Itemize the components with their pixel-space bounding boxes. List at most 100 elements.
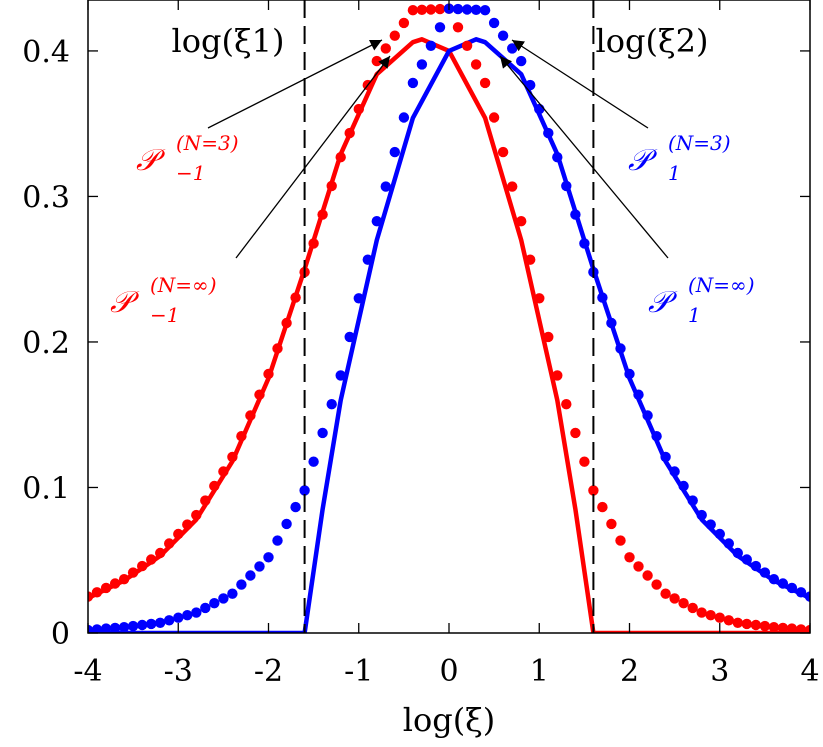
series-point bbox=[507, 43, 518, 54]
series-point bbox=[416, 4, 428, 15]
series-point bbox=[317, 427, 328, 439]
series-point bbox=[651, 431, 662, 442]
plot-frame bbox=[87, 0, 811, 634]
series-point bbox=[669, 466, 680, 477]
annotation-p-minus1-n3: 𝒫 (N=3) −1 bbox=[136, 131, 239, 185]
series-point bbox=[335, 370, 346, 381]
annotation-base: 𝒫 bbox=[110, 285, 140, 320]
series-point bbox=[588, 485, 599, 496]
arrow-p1-n3 bbox=[511, 39, 649, 129]
series-point bbox=[200, 602, 211, 614]
series-point bbox=[642, 410, 653, 421]
x-tick-label: 1 bbox=[530, 654, 549, 689]
series-point bbox=[669, 593, 680, 604]
arrow-p1-ninf bbox=[499, 55, 669, 259]
series-3 bbox=[88, 3, 810, 633]
series-point bbox=[272, 343, 283, 354]
series-point bbox=[326, 399, 337, 410]
series-point bbox=[705, 519, 716, 530]
vline-label-xi2: log(ξ2) bbox=[596, 22, 709, 60]
series-point bbox=[660, 588, 671, 599]
series-point bbox=[200, 495, 211, 506]
y-tick-label: 0.4 bbox=[22, 35, 70, 70]
series-point bbox=[100, 582, 112, 594]
series-point bbox=[380, 43, 391, 54]
annotation-sub: 1 bbox=[668, 161, 681, 185]
series-point bbox=[452, 22, 464, 33]
series-point bbox=[416, 59, 428, 70]
annotation-base: 𝒫 bbox=[136, 143, 166, 178]
series-point bbox=[353, 293, 364, 304]
series-point bbox=[137, 619, 148, 631]
series-point bbox=[795, 624, 807, 633]
series-point bbox=[109, 622, 121, 633]
series-point bbox=[299, 485, 310, 496]
series-point bbox=[696, 607, 707, 618]
series-point bbox=[714, 612, 725, 623]
series-point bbox=[561, 399, 572, 410]
series-point bbox=[236, 431, 247, 442]
series-point bbox=[127, 567, 139, 578]
series-point bbox=[461, 40, 473, 51]
series-point bbox=[118, 622, 130, 633]
series-point bbox=[236, 579, 247, 590]
arrow-p-minus1-n3 bbox=[207, 39, 383, 129]
series-point bbox=[750, 619, 762, 631]
series-point bbox=[633, 561, 644, 572]
series-2 bbox=[88, 3, 810, 633]
annotation-arrows bbox=[207, 39, 669, 259]
series-point bbox=[777, 578, 789, 589]
series-point bbox=[398, 17, 410, 29]
series-point bbox=[660, 451, 671, 463]
series-point bbox=[308, 456, 319, 467]
series-point bbox=[615, 535, 626, 546]
series-point bbox=[335, 152, 346, 163]
series-point bbox=[146, 554, 157, 565]
series-0 bbox=[88, 37, 810, 633]
series-point bbox=[326, 180, 337, 192]
series-point bbox=[497, 30, 509, 41]
series-point bbox=[579, 456, 590, 467]
series-point bbox=[155, 617, 166, 628]
series-point bbox=[434, 22, 446, 33]
series-point bbox=[353, 103, 364, 115]
series-1 bbox=[88, 37, 810, 633]
x-tick-label: 2 bbox=[620, 654, 639, 689]
series-point bbox=[182, 519, 193, 530]
series-point bbox=[642, 570, 653, 581]
series-point bbox=[317, 209, 328, 220]
series-point bbox=[516, 55, 527, 67]
series-point bbox=[371, 55, 382, 67]
series-point bbox=[254, 561, 265, 572]
series-point bbox=[687, 495, 698, 506]
series-point bbox=[795, 587, 807, 598]
series-point bbox=[678, 598, 689, 609]
series-point bbox=[344, 127, 355, 139]
series-point bbox=[88, 624, 94, 633]
series-point bbox=[371, 216, 382, 227]
series-point bbox=[164, 538, 175, 549]
series-point bbox=[705, 610, 716, 621]
vertical-lines bbox=[303, 0, 595, 633]
series-point bbox=[651, 579, 662, 590]
series-point bbox=[606, 317, 617, 329]
series-point bbox=[218, 593, 229, 604]
series-point bbox=[407, 77, 419, 89]
series-point bbox=[407, 5, 419, 16]
series-point bbox=[344, 331, 355, 343]
series-point bbox=[786, 582, 798, 594]
series-point bbox=[425, 4, 437, 15]
series-point bbox=[218, 466, 229, 477]
series-point bbox=[362, 254, 373, 265]
series-point bbox=[245, 410, 256, 421]
series-point bbox=[290, 292, 301, 303]
series-point bbox=[525, 254, 536, 265]
series-point bbox=[534, 103, 545, 115]
y-tick-label: 0.2 bbox=[22, 326, 70, 361]
series-line bbox=[88, 37, 810, 633]
y-tick-label: 0.3 bbox=[22, 180, 70, 215]
series-point bbox=[786, 623, 798, 633]
series-point bbox=[516, 216, 527, 227]
series-point bbox=[281, 317, 292, 329]
